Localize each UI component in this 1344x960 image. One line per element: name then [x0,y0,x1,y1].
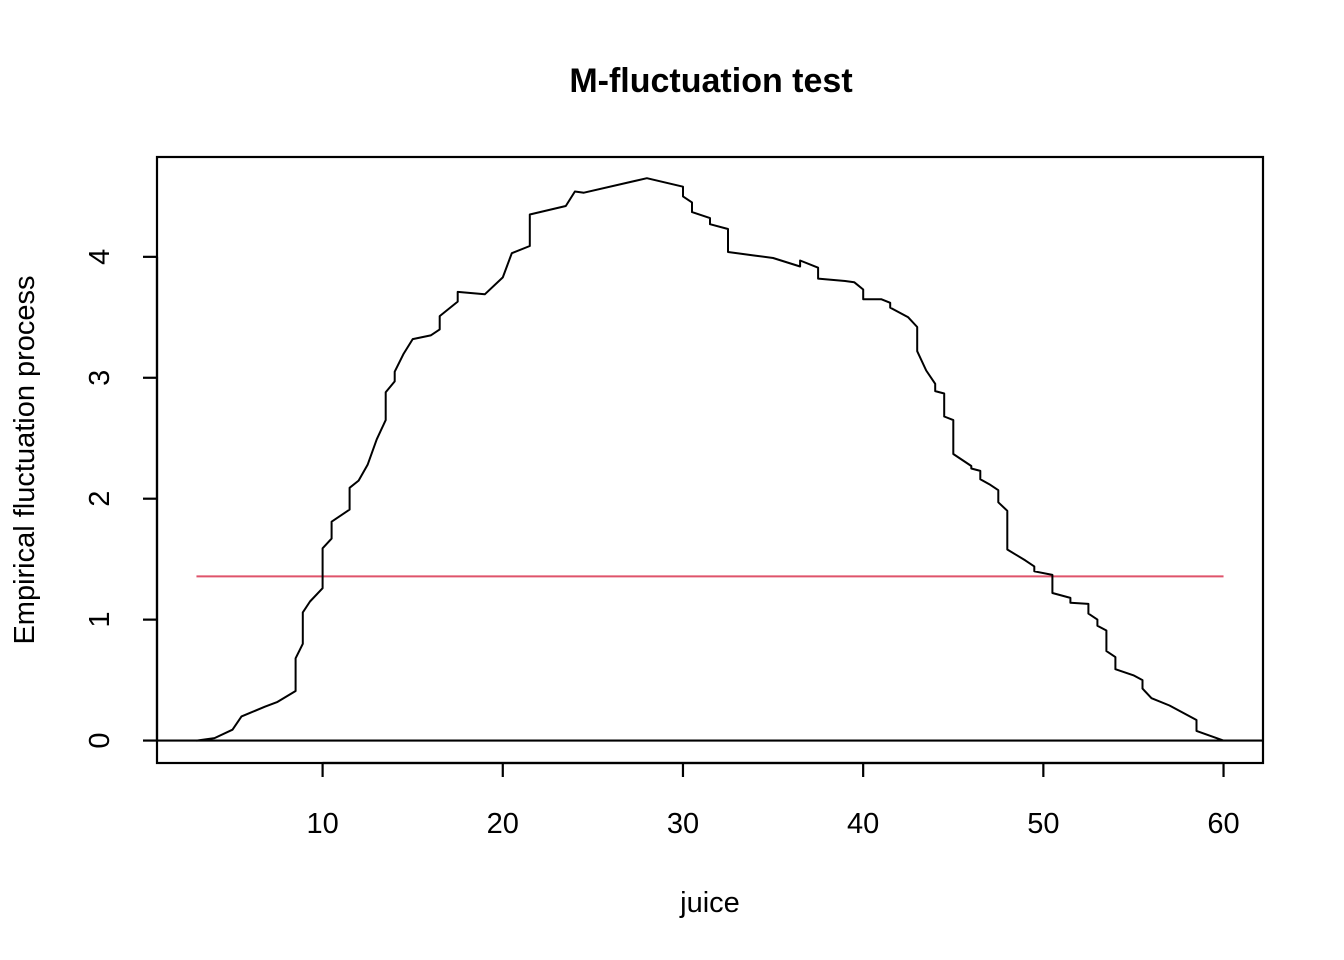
y-tick-label: 0 [84,733,116,749]
x-axis: 10 20 30 40 50 60 [306,761,1240,840]
fluctuation-process-line-0 [196,177,1224,742]
x-tick-label: 20 [487,808,519,840]
x-tick-label: 30 [667,808,699,840]
x-tick-label: 60 [1207,808,1239,840]
x-tick-label: 40 [847,808,879,840]
y-tick-label: 4 [84,249,116,265]
y-axis-label: Empirical fluctuation process [9,275,41,644]
plot-area [157,177,1263,742]
x-tick-label: 10 [306,808,338,840]
y-tick-label: 2 [84,491,116,507]
y-tick-label: 1 [84,612,116,628]
x-tick-label: 50 [1027,808,1059,840]
y-axis: 0 1 2 3 4 [84,249,159,749]
chart-title: M-fluctuation test [569,62,852,100]
x-axis-label: juice [679,887,740,919]
y-tick-label: 3 [84,370,116,386]
